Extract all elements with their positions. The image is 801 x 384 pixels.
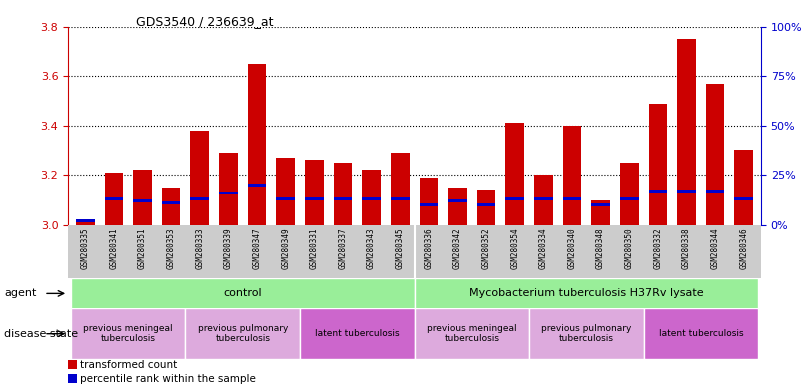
Text: GSM280334: GSM280334 — [539, 227, 548, 269]
Bar — [420, 178, 438, 225]
Bar — [448, 199, 467, 202]
Bar — [68, 374, 77, 383]
Text: GSM280343: GSM280343 — [367, 227, 376, 269]
Text: GSM280338: GSM280338 — [682, 227, 691, 269]
Text: GSM280339: GSM280339 — [224, 227, 233, 269]
Text: GSM280349: GSM280349 — [281, 227, 290, 269]
Bar — [248, 64, 267, 225]
Text: GSM280340: GSM280340 — [567, 227, 577, 269]
Bar — [562, 126, 582, 225]
Bar — [620, 197, 638, 200]
Text: GSM280347: GSM280347 — [252, 227, 262, 269]
Bar — [276, 197, 295, 200]
Text: previous meningeal
tuberculosis: previous meningeal tuberculosis — [427, 324, 517, 343]
Text: previous meningeal
tuberculosis: previous meningeal tuberculosis — [83, 324, 173, 343]
Text: GSM280354: GSM280354 — [510, 227, 519, 269]
Text: previous pulmonary
tuberculosis: previous pulmonary tuberculosis — [541, 324, 631, 343]
Bar — [591, 204, 610, 206]
Bar — [391, 153, 409, 225]
Text: previous pulmonary
tuberculosis: previous pulmonary tuberculosis — [198, 324, 288, 343]
Text: latent tuberculosis: latent tuberculosis — [315, 329, 400, 338]
Bar — [219, 192, 238, 194]
Bar — [415, 278, 758, 309]
Bar — [219, 153, 238, 225]
Bar — [706, 190, 724, 192]
Text: GSM280350: GSM280350 — [625, 227, 634, 269]
Bar — [334, 197, 352, 200]
Bar — [191, 197, 209, 200]
Bar — [649, 190, 667, 192]
Text: GSM280348: GSM280348 — [596, 227, 605, 269]
Bar — [76, 219, 95, 222]
Bar — [477, 190, 495, 225]
Text: disease state: disease state — [4, 329, 78, 339]
Bar — [505, 197, 524, 200]
Bar — [591, 200, 610, 225]
Bar — [71, 278, 415, 309]
Bar — [71, 308, 186, 359]
Text: GSM280342: GSM280342 — [453, 227, 462, 269]
Text: percentile rank within the sample: percentile rank within the sample — [80, 374, 256, 384]
Text: control: control — [223, 288, 262, 298]
Bar — [534, 197, 553, 200]
Bar — [420, 204, 438, 206]
Text: GSM280346: GSM280346 — [739, 227, 748, 269]
Bar — [105, 197, 123, 200]
Text: GSM280333: GSM280333 — [195, 227, 204, 269]
Bar — [300, 308, 414, 359]
Bar — [534, 175, 553, 225]
Text: GSM280344: GSM280344 — [710, 227, 719, 269]
Text: Mycobacterium tuberculosis H37Rv lysate: Mycobacterium tuberculosis H37Rv lysate — [469, 288, 703, 298]
Text: GSM280351: GSM280351 — [138, 227, 147, 269]
Text: transformed count: transformed count — [80, 360, 177, 370]
Text: GSM280341: GSM280341 — [110, 227, 119, 269]
Bar — [162, 187, 180, 225]
Text: GDS3540 / 236639_at: GDS3540 / 236639_at — [136, 15, 274, 28]
Bar — [562, 197, 582, 200]
Bar — [133, 170, 152, 225]
Text: GSM280353: GSM280353 — [167, 227, 175, 269]
Bar — [162, 201, 180, 204]
Bar — [448, 187, 467, 225]
Bar — [649, 104, 667, 225]
Text: GSM280335: GSM280335 — [81, 227, 90, 269]
Bar — [477, 204, 495, 206]
Text: GSM280337: GSM280337 — [339, 227, 348, 269]
Bar — [186, 308, 300, 359]
Bar — [305, 197, 324, 200]
Text: agent: agent — [4, 288, 36, 298]
Bar — [105, 173, 123, 225]
Bar — [133, 199, 152, 202]
Bar — [505, 123, 524, 225]
Bar — [735, 197, 753, 200]
Text: GSM280331: GSM280331 — [310, 227, 319, 269]
Bar — [620, 163, 638, 225]
Bar — [248, 184, 267, 187]
Text: latent tuberculosis: latent tuberculosis — [658, 329, 743, 338]
Bar — [191, 131, 209, 225]
Bar — [276, 158, 295, 225]
Text: GSM280345: GSM280345 — [396, 227, 405, 269]
Bar — [706, 84, 724, 225]
Bar — [76, 220, 95, 225]
Bar — [677, 190, 696, 192]
Bar — [68, 360, 77, 369]
Bar — [735, 151, 753, 225]
Bar — [362, 170, 381, 225]
Bar — [362, 197, 381, 200]
Bar — [529, 308, 643, 359]
Text: GSM280332: GSM280332 — [654, 227, 662, 269]
Text: GSM280352: GSM280352 — [481, 227, 490, 269]
Bar — [677, 39, 696, 225]
Bar — [305, 161, 324, 225]
Bar — [391, 197, 409, 200]
Bar — [334, 163, 352, 225]
Bar — [415, 308, 529, 359]
Text: GSM280336: GSM280336 — [425, 227, 433, 269]
Bar — [643, 308, 758, 359]
